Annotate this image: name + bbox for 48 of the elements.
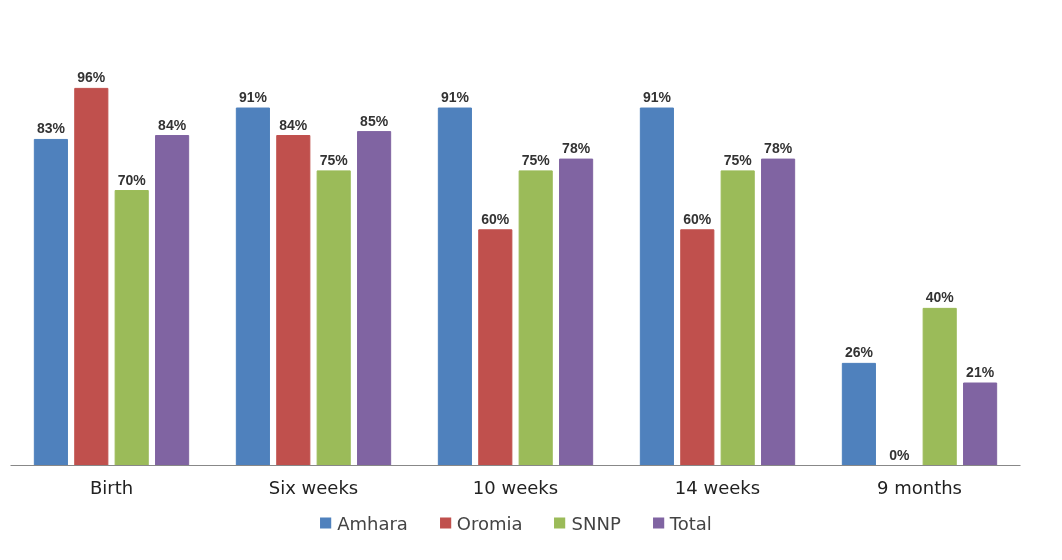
bar [639, 107, 674, 466]
data-label: 96% [77, 69, 106, 86]
bar [235, 107, 270, 466]
data-label: 75% [723, 151, 753, 168]
bar [74, 87, 109, 466]
bar [437, 107, 472, 466]
data-label: 21% [966, 364, 995, 381]
legend-label: Amhara [337, 512, 408, 533]
bar [276, 135, 311, 466]
bar [720, 170, 755, 466]
data-label: 60% [683, 210, 712, 227]
data-label: 40% [925, 289, 955, 306]
x-tick-label: 14 weeks [674, 476, 761, 498]
x-tick-label: 9 months [877, 476, 962, 498]
data-label: 78% [764, 140, 793, 157]
bar [155, 135, 190, 466]
data-label: 0% [889, 446, 910, 463]
x-tick-label: Six weeks [268, 476, 359, 498]
x-tick-label: Birth [89, 476, 134, 498]
bar [518, 170, 553, 466]
legend-label: Total [669, 512, 712, 533]
data-label: 91% [238, 89, 268, 106]
bar [761, 158, 796, 466]
bar [316, 170, 351, 466]
x-tick-label: 10 weeks [472, 476, 559, 498]
bar [33, 138, 68, 466]
bar [357, 131, 392, 466]
data-label: 75% [319, 151, 349, 168]
bar [478, 229, 513, 466]
data-label: 70% [117, 171, 147, 188]
bar [680, 229, 715, 466]
bar [963, 382, 998, 466]
bar [841, 362, 876, 466]
data-label: 91% [440, 89, 470, 106]
data-label: 83% [36, 120, 66, 137]
legend-label: SNNP [571, 512, 621, 533]
data-label: 85% [360, 112, 389, 129]
bar [922, 307, 957, 466]
legend-label: Oromia [456, 512, 523, 533]
bar [559, 158, 594, 466]
data-label: 84% [279, 116, 308, 133]
data-label: 91% [642, 89, 672, 106]
data-label: 60% [481, 210, 510, 227]
data-label: 26% [844, 344, 874, 361]
bar [114, 190, 149, 466]
data-label: 78% [562, 140, 591, 157]
data-label: 75% [521, 151, 551, 168]
data-label: 84% [158, 116, 187, 133]
